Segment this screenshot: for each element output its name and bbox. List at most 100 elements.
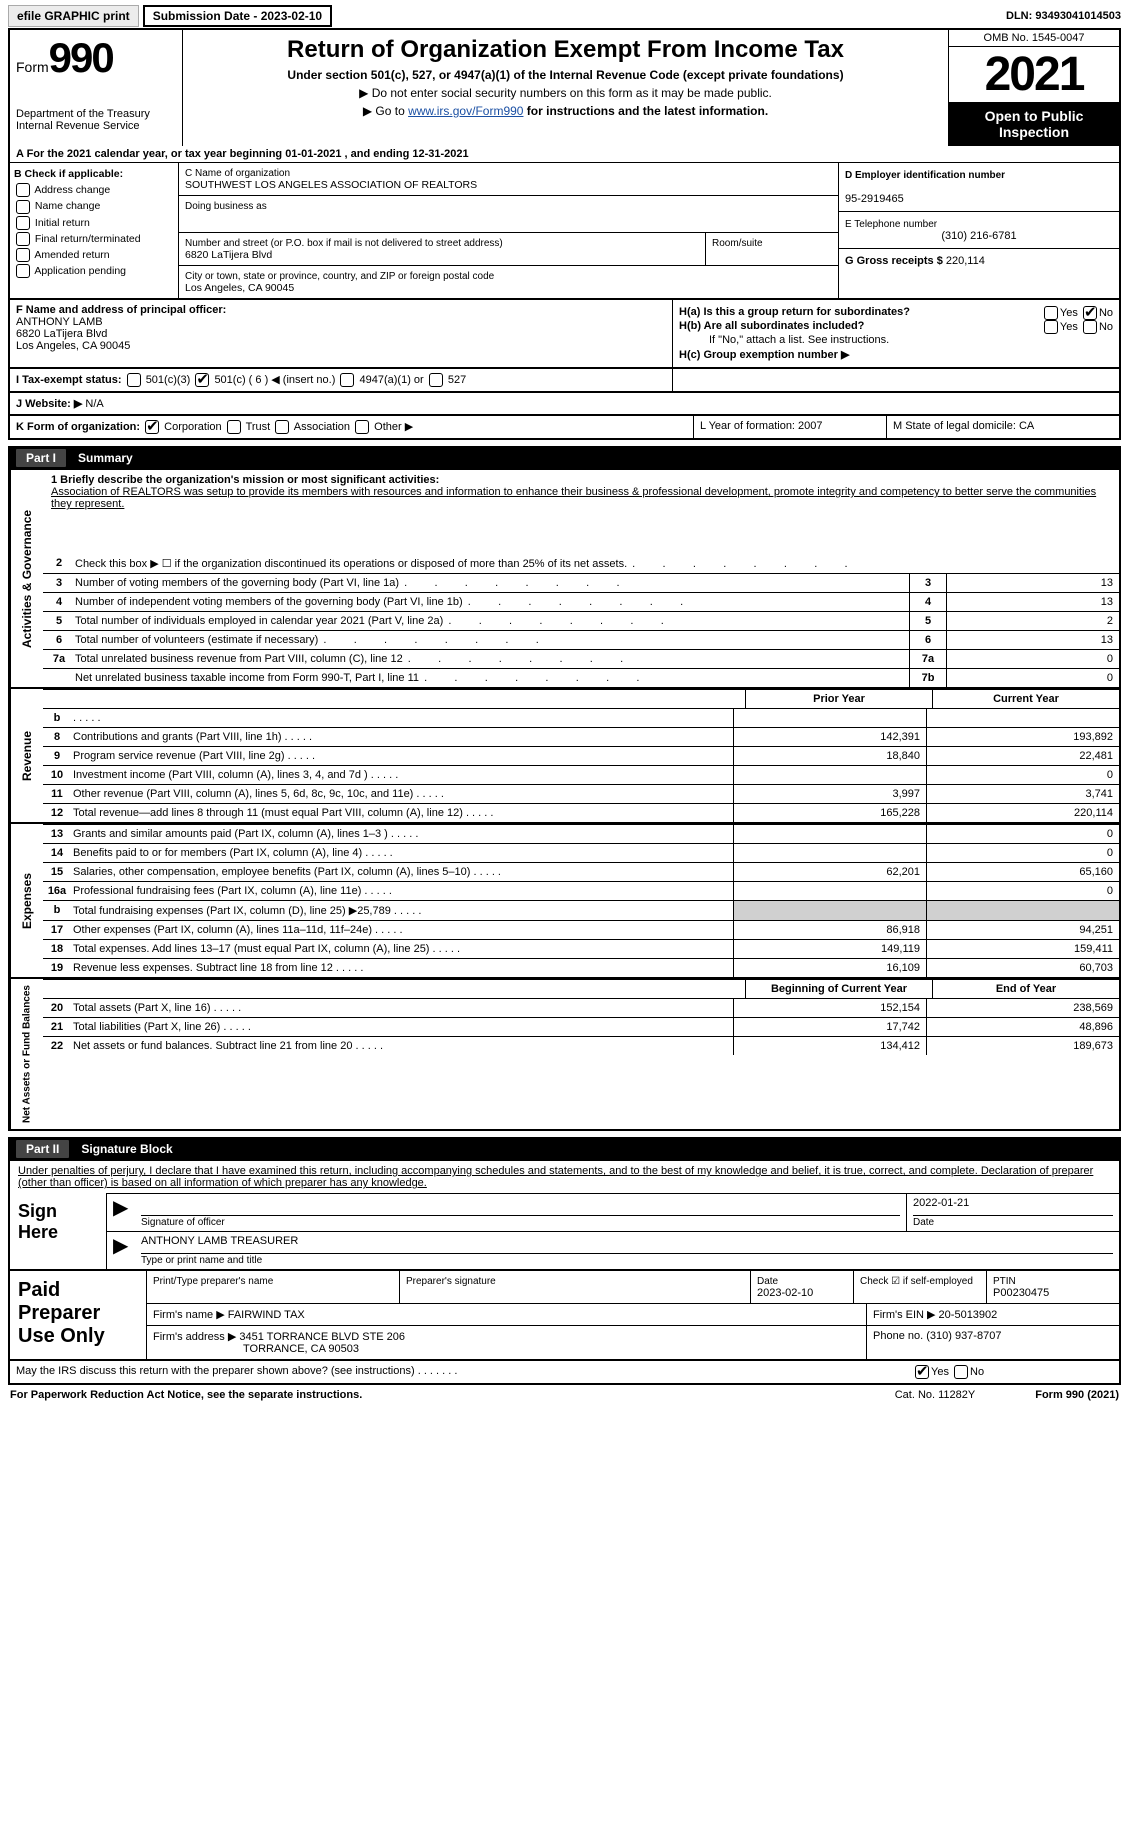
firm-city: TORRANCE, CA 90503 xyxy=(153,1343,359,1355)
preparer-section: Paid Preparer Use Only Print/Type prepar… xyxy=(8,1271,1121,1361)
g-label: G Gross receipts $ xyxy=(845,255,943,267)
irs-link[interactable]: www.irs.gov/Form990 xyxy=(408,104,523,118)
opt-501c3: 501(c)(3) xyxy=(146,374,191,386)
f-label: F Name and address of principal officer: xyxy=(16,304,226,316)
sub3-pre: Go to xyxy=(375,104,408,118)
header-left: Form990 Department of the Treasury Inter… xyxy=(10,30,183,146)
ha-no[interactable] xyxy=(1083,306,1097,320)
catalog-number: Cat. No. 11282Y xyxy=(895,1389,976,1401)
chk-501c[interactable] xyxy=(195,373,209,387)
chk-trust[interactable] xyxy=(227,420,241,434)
officer-print-name: ANTHONY LAMB TREASURER xyxy=(141,1235,1113,1254)
opt-name-change: Name change xyxy=(35,200,100,212)
part2-title: Signature Block xyxy=(81,1142,172,1156)
data-line: 21Total liabilities (Part X, line 26) . … xyxy=(43,1017,1119,1036)
discuss-yes[interactable] xyxy=(915,1365,929,1379)
officer-name: ANTHONY LAMB xyxy=(16,316,103,328)
sig-date-label: Date xyxy=(913,1217,934,1228)
hb-label: H(b) Are all subordinates included? xyxy=(679,320,864,332)
efile-button[interactable]: efile GRAPHIC print xyxy=(8,5,139,27)
data-line: 8Contributions and grants (Part VIII, li… xyxy=(43,727,1119,746)
form-header: Form990 Department of the Treasury Inter… xyxy=(8,28,1121,146)
klm-row: K Form of organization: Corporation Trus… xyxy=(8,416,1121,440)
data-line: 13Grants and similar amounts paid (Part … xyxy=(43,824,1119,843)
net-side-label: Net Assets or Fund Balances xyxy=(10,979,43,1129)
data-line: 17Other expenses (Part IX, column (A), l… xyxy=(43,920,1119,939)
chk-4947[interactable] xyxy=(340,373,354,387)
gov-line: 2Check this box ▶ ☐ if the organization … xyxy=(43,554,1119,573)
gov-line: 4Number of independent voting members of… xyxy=(43,592,1119,611)
gross-receipts: 220,114 xyxy=(946,255,985,267)
opt-501c: 501(c) ( 6 ) ◀ (insert no.) xyxy=(214,374,335,386)
subtitle-2: Do not enter social security numbers on … xyxy=(372,86,772,100)
data-line: bTotal fundraising expenses (Part IX, co… xyxy=(43,900,1119,920)
chk-name-change[interactable] xyxy=(16,200,30,214)
prep-name-label: Print/Type preparer's name xyxy=(153,1276,273,1287)
chk-pending[interactable] xyxy=(16,264,30,278)
mission-text: Association of REALTORS was setup to pro… xyxy=(51,486,1096,510)
section-deg: D Employer identification number 95-2919… xyxy=(838,163,1119,298)
data-line: 16aProfessional fundraising fees (Part I… xyxy=(43,881,1119,900)
opt-final: Final return/terminated xyxy=(35,233,141,245)
current-year-hdr: Current Year xyxy=(932,690,1119,708)
prep-date: 2023-02-10 xyxy=(757,1287,813,1299)
prep-date-label: Date xyxy=(757,1276,778,1287)
data-line: 18Total expenses. Add lines 13–17 (must … xyxy=(43,939,1119,958)
chk-initial[interactable] xyxy=(16,216,30,230)
revenue-side-label: Revenue xyxy=(10,689,43,822)
gov-line: 3Number of voting members of the governi… xyxy=(43,573,1119,592)
form-number: 990 xyxy=(49,34,113,81)
expenses-side-label: Expenses xyxy=(10,824,43,977)
yes-label: Yes xyxy=(1060,307,1078,319)
net-assets-section: Net Assets or Fund Balances Beginning of… xyxy=(8,979,1121,1131)
page-footer: For Paperwork Reduction Act Notice, see … xyxy=(8,1385,1121,1405)
chk-501c3[interactable] xyxy=(127,373,141,387)
hb-yes[interactable] xyxy=(1044,320,1058,334)
firm-address: Firm's address ▶ 3451 TORRANCE BLVD STE … xyxy=(153,1331,405,1343)
k-label: K Form of organization: xyxy=(16,421,140,433)
m-state: M State of legal domicile: CA xyxy=(886,416,1119,438)
data-line: 20Total assets (Part X, line 16) . . . .… xyxy=(43,998,1119,1017)
chk-527[interactable] xyxy=(429,373,443,387)
opt-address-change: Address change xyxy=(34,184,110,196)
dept-treasury: Department of the Treasury xyxy=(16,108,176,120)
firm-phone: Phone no. (310) 937-8707 xyxy=(867,1326,1119,1359)
self-employed-label: Check ☑ if self-employed xyxy=(860,1276,973,1287)
paperwork-notice: For Paperwork Reduction Act Notice, see … xyxy=(10,1389,362,1401)
d-label: D Employer identification number xyxy=(845,170,1005,181)
revenue-section: Revenue Prior Year Current Year b . . . … xyxy=(8,689,1121,824)
arrow-icon-2: ▶ xyxy=(107,1232,135,1269)
sign-here-label: Sign Here xyxy=(10,1193,107,1269)
opt-assoc: Association xyxy=(294,421,350,433)
chk-assoc[interactable] xyxy=(275,420,289,434)
b-label: B Check if applicable: xyxy=(14,167,174,181)
chk-other[interactable] xyxy=(355,420,369,434)
i-label: I Tax-exempt status: xyxy=(16,374,122,386)
ha-yes[interactable] xyxy=(1044,306,1058,320)
beginning-year-hdr: Beginning of Current Year xyxy=(745,980,932,998)
chk-corp[interactable] xyxy=(145,420,159,434)
governance-section: Activities & Governance 1 Briefly descri… xyxy=(8,470,1121,689)
ptin-label: PTIN xyxy=(993,1276,1016,1287)
room-label: Room/suite xyxy=(712,238,763,249)
discuss-yes-label: Yes xyxy=(931,1366,949,1378)
chk-final[interactable] xyxy=(16,232,30,246)
discuss-no[interactable] xyxy=(954,1365,968,1379)
part1-title: Summary xyxy=(78,451,133,465)
header-center: Return of Organization Exempt From Incom… xyxy=(183,30,948,146)
section-c: C Name of organization SOUTHWEST LOS ANG… xyxy=(179,163,838,298)
no-label: No xyxy=(1099,307,1113,319)
data-line: 22Net assets or fund balances. Subtract … xyxy=(43,1036,1119,1055)
discuss-no-label: No xyxy=(970,1366,984,1378)
website-row: J Website: ▶ N/A xyxy=(8,393,1121,416)
entity-block: B Check if applicable: Address change Na… xyxy=(8,162,1121,300)
expenses-section: Expenses 13Grants and similar amounts pa… xyxy=(8,824,1121,979)
phone-value: (310) 216-6781 xyxy=(941,230,1016,242)
chk-amended[interactable] xyxy=(16,248,30,262)
hc-label: H(c) Group exemption number ▶ xyxy=(679,348,1113,361)
arrow-icon: ▶ xyxy=(107,1194,135,1231)
hb-no[interactable] xyxy=(1083,320,1097,334)
chk-address-change[interactable] xyxy=(16,183,30,197)
print-name-label: Type or print name and title xyxy=(141,1255,262,1266)
subtitle-1: Under section 501(c), 527, or 4947(a)(1)… xyxy=(189,68,942,82)
